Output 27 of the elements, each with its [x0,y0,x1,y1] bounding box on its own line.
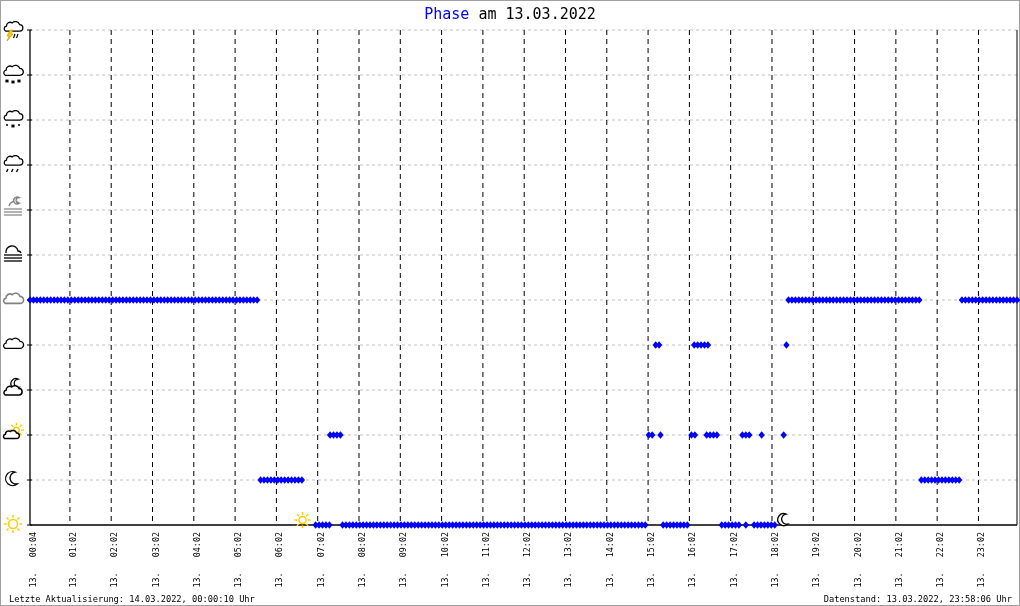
x-tick-label: 13. 11:02 [480,532,491,588]
x-tick-label: 13. 17:02 [728,532,739,588]
chart-title: Phase am 13.03.2022 [424,5,596,23]
x-tick-label: 13. 16:02 [687,532,698,588]
x-tick-label: 13. 21:02 [893,532,904,588]
x-tick-label: 13. 18:02 [769,532,780,588]
x-tick-label: 13. 08:02 [357,532,367,588]
x-tick-label: 13. 03:02 [150,532,161,588]
x-tick-label: 13. 01:02 [67,532,78,588]
x-tick-label: 13. 02:02 [109,532,120,588]
x-tick-label: 13. 10:02 [439,532,450,588]
x-tick-label: 13. 06:02 [274,532,285,588]
x-tick-label: 13. 15:02 [646,532,657,588]
x-tick-label: 13. 07:02 [315,532,326,588]
x-tick-label: 13. 23:02 [976,532,987,588]
x-tick-label: 13. 09:02 [398,532,409,588]
x-tick-label: 13. 19:02 [811,532,822,588]
text: Letzte Aktualisierung: 14.03.2022, 00:00:10 Uhr [9,594,255,604]
x-tick-label: 13. 14:02 [604,532,615,588]
x-tick-label: 13. 00:04 [28,532,38,588]
text: Datenstand: 13.03.2022, 23:58:06 Uhr [823,594,1012,604]
x-tick-label: 13. 22:02 [935,532,946,588]
x-tick-label: 13. 05:02 [233,532,244,588]
x-tick-label: 13. 20:02 [852,532,863,588]
x-tick-label: 13. 12:02 [522,532,533,588]
x-tick-label: 13. 13:02 [563,532,574,588]
x-tick-label: 13. 04:02 [191,532,202,588]
